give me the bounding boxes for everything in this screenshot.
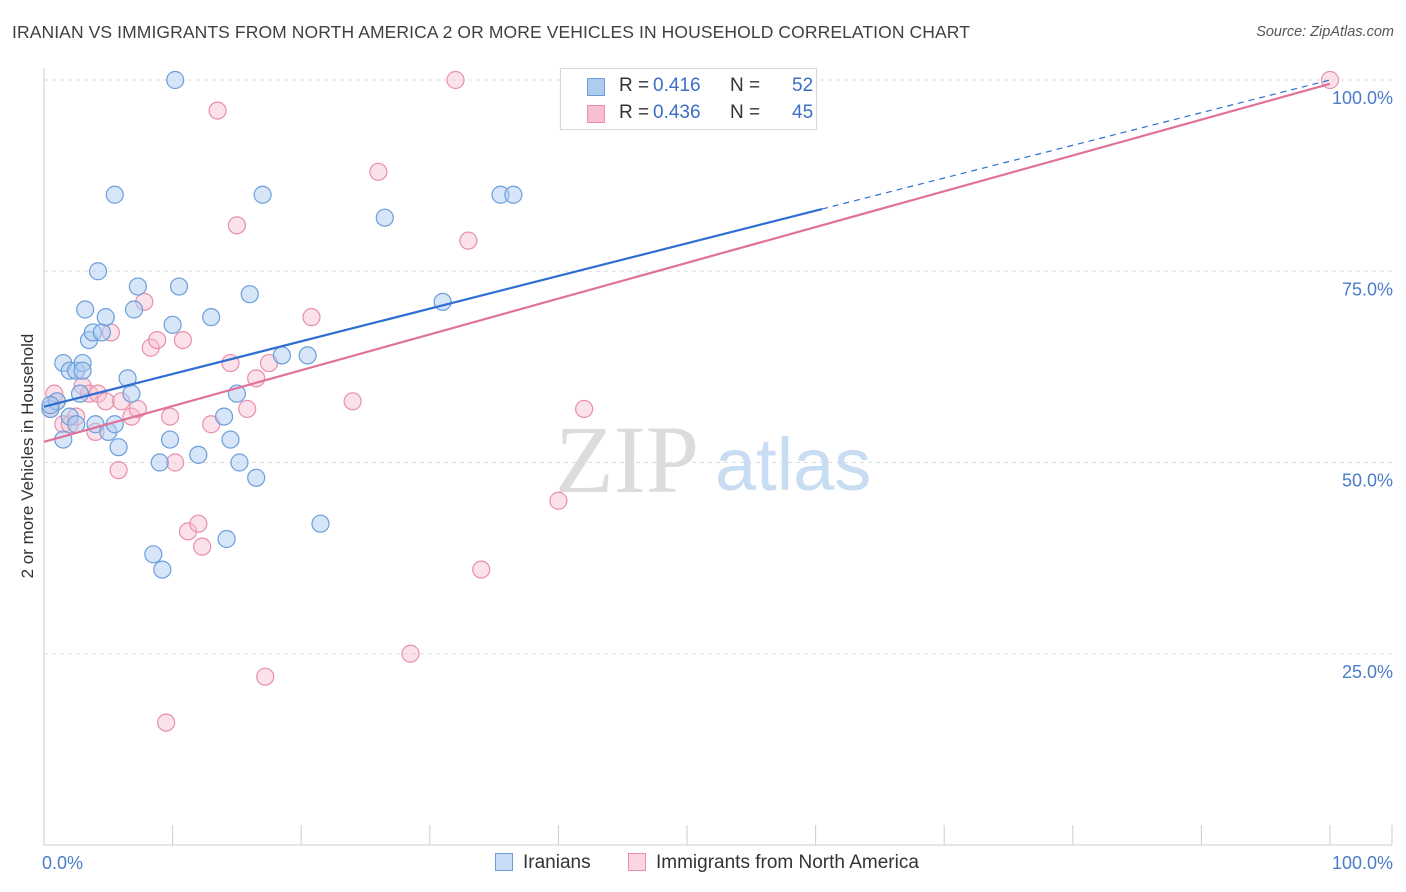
trend-line-immigrants [43, 82, 1331, 443]
point-iranians [272, 346, 292, 365]
point-iranians [253, 185, 272, 204]
point-iranians [189, 445, 208, 464]
point-iranians [311, 514, 330, 533]
point-iranians [128, 277, 147, 296]
point-immigrants [238, 399, 257, 419]
y-tick-label: 25.0% [1342, 662, 1393, 682]
point-iranians [76, 300, 95, 319]
point-iranians [160, 430, 180, 449]
point-iranians [214, 407, 234, 426]
y-tick-label: 75.0% [1342, 279, 1393, 299]
point-iranians [105, 185, 124, 204]
point-iranians [122, 384, 141, 403]
y-axis-title: 2 or more Vehicles in Household [18, 334, 37, 579]
point-iranians [217, 529, 236, 549]
point-immigrants [193, 537, 212, 556]
point-iranians [504, 185, 523, 204]
bottom-legend-swatch-pink [628, 853, 646, 871]
chart-title: IRANIAN VS IMMIGRANTS FROM NORTH AMERICA… [12, 22, 971, 42]
y-tick-label: 50.0% [1342, 471, 1393, 491]
watermark-atlas: atlas [715, 423, 871, 506]
point-immigrants [369, 162, 388, 181]
point-immigrants [109, 461, 128, 480]
point-immigrants [459, 231, 478, 250]
point-immigrants [166, 453, 185, 472]
legend-n-value: 52 [792, 75, 814, 96]
point-immigrants [472, 560, 491, 579]
point-immigrants [148, 331, 167, 350]
point-immigrants [256, 667, 275, 686]
watermark: ZIP atlas [555, 406, 871, 513]
trend-line-iranians-extension [821, 79, 1331, 210]
point-iranians [163, 315, 182, 334]
bottom-legend-label: Iranians [523, 852, 591, 873]
bottom-legend-iranians: Iranians [495, 852, 591, 876]
point-immigrants [208, 101, 227, 120]
point-iranians [150, 453, 169, 472]
legend-swatch-pink [587, 105, 605, 123]
point-iranians [202, 308, 221, 327]
axes [43, 68, 1393, 846]
point-iranians [166, 70, 185, 90]
x-tick-label: 100.0% [1332, 853, 1393, 873]
point-iranians [54, 430, 73, 449]
point-immigrants [575, 399, 594, 419]
point-immigrants [446, 70, 465, 90]
point-iranians [230, 453, 249, 472]
point-immigrants [227, 216, 246, 235]
point-iranians [96, 308, 115, 327]
point-immigrants [128, 399, 147, 419]
point-iranians [92, 323, 111, 342]
point-immigrants [189, 514, 208, 533]
point-iranians [375, 208, 394, 227]
point-iranians [169, 277, 189, 296]
point-immigrants [401, 644, 420, 663]
correlation-legend: R = 0.416 N = 52 R = 0.436 N = 45 [560, 68, 817, 130]
point-iranians [240, 285, 259, 304]
legend-swatch-blue [587, 78, 605, 96]
trend-lines [43, 79, 1331, 443]
bottom-legend-label: Immigrants from North America [656, 852, 919, 873]
legend-n-label: N = [730, 75, 761, 96]
legend-r-label: R = [619, 102, 650, 123]
x-tick-label: 0.0% [42, 853, 83, 873]
point-iranians [73, 361, 92, 380]
source-label: Source: ZipAtlas.com [1256, 24, 1394, 40]
legend-r-label: R = [619, 75, 650, 96]
point-iranians [247, 468, 266, 487]
watermark-zip: ZIP [555, 406, 699, 513]
point-iranians [144, 545, 163, 564]
bottom-legend-swatch-blue [495, 853, 513, 871]
point-iranians [153, 560, 172, 579]
point-immigrants [178, 522, 198, 541]
point-iranians [109, 438, 128, 457]
grid-lines [44, 79, 1392, 655]
point-immigrants [96, 392, 115, 411]
point-iranians [124, 300, 144, 319]
point-immigrants [302, 308, 321, 327]
point-immigrants [549, 491, 568, 510]
legend-n-label: N = [730, 102, 761, 123]
trend-line-iranians [43, 207, 823, 408]
legend-r-value: 0.436 [653, 102, 701, 123]
point-immigrants [343, 392, 362, 411]
tick-labels: 25.0% 50.0% 75.0% 100.0% 0.0% 100.0% [42, 88, 1393, 873]
point-immigrants [173, 331, 192, 350]
legend-r-value: 0.416 [653, 75, 701, 96]
bottom-legend-immigrants: Immigrants from North America [628, 852, 919, 876]
point-iranians [88, 262, 108, 281]
y-tick-label: 100.0% [1332, 88, 1393, 108]
point-immigrants [160, 407, 180, 426]
point-immigrants [157, 713, 176, 732]
point-iranians [221, 430, 240, 449]
legend-n-value: 45 [792, 102, 814, 123]
point-iranians [298, 346, 317, 365]
series-iranians-points [41, 70, 729, 579]
